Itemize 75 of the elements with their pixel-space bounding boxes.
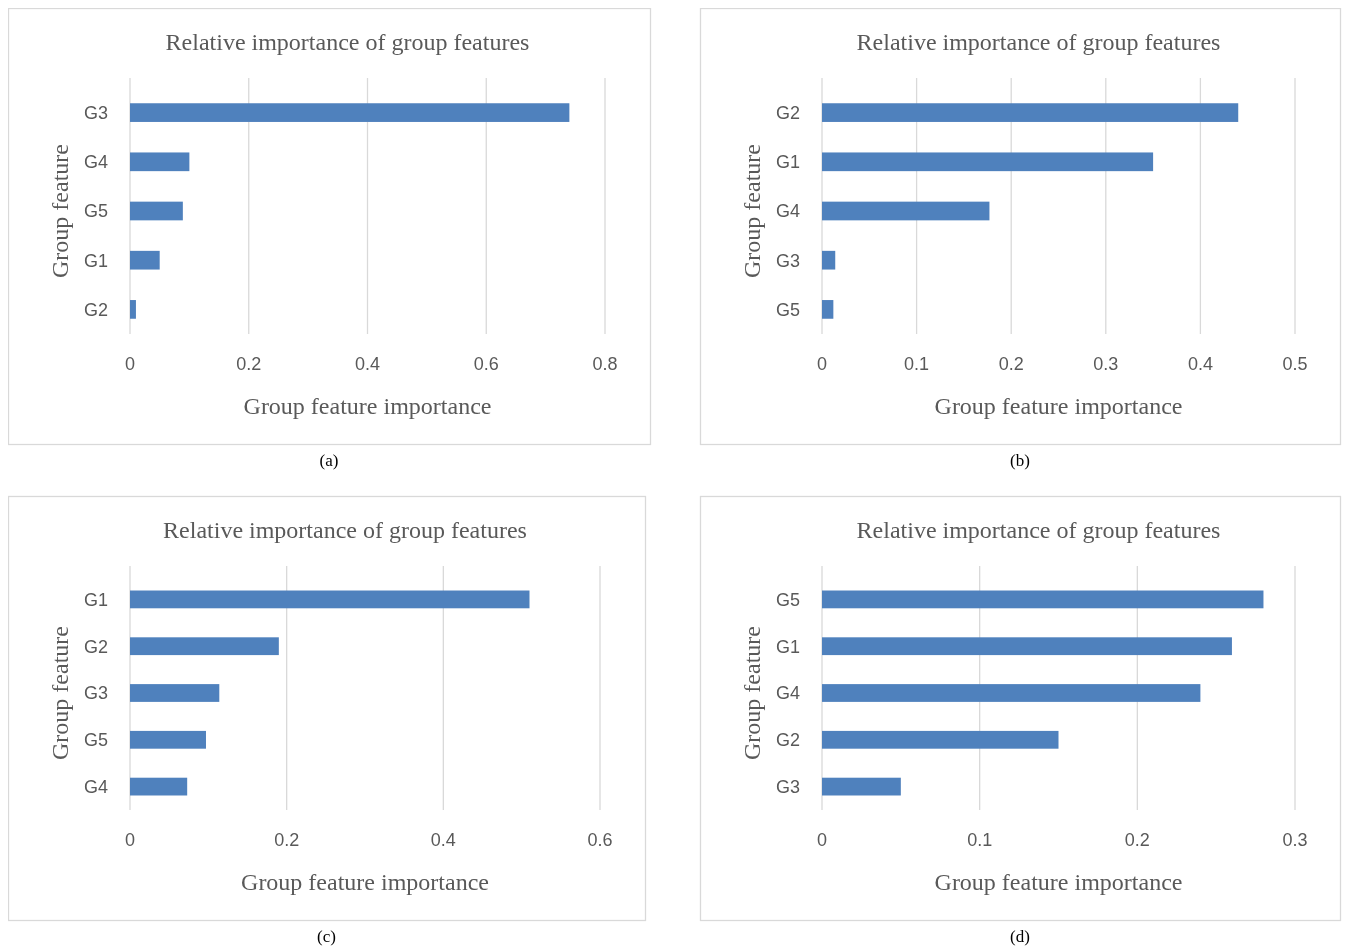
bar	[130, 777, 188, 796]
chart-title: Relative importance of group features	[165, 29, 530, 55]
x-tick-label: 0.3	[1282, 830, 1308, 850]
y-tick-label: G1	[83, 589, 108, 610]
chart-title: Relative importance of group features	[856, 517, 1221, 543]
x-tick-label: 0.1	[967, 830, 993, 850]
y-tick-label: G5	[775, 589, 800, 610]
y-tick-label: G4	[83, 776, 108, 797]
y-tick-label: G5	[83, 201, 108, 222]
x-tick-label: 0.6	[587, 830, 613, 850]
bar	[130, 250, 160, 270]
bar	[822, 250, 836, 270]
x-tick-label: 0.2	[1124, 830, 1150, 850]
y-tick-label: G2	[775, 730, 800, 751]
bar	[822, 637, 1232, 656]
x-tick-label: 0.4	[354, 354, 381, 374]
bar	[130, 201, 183, 221]
x-tick-label: 0.5	[1282, 354, 1308, 374]
bar	[130, 590, 530, 609]
bar	[130, 637, 279, 656]
y-tick-label: G2	[83, 299, 108, 320]
y-axis-title: Group feature	[47, 626, 73, 760]
chart-title: Relative importance of group features	[163, 517, 527, 543]
bar	[822, 730, 1059, 749]
y-tick-label: G4	[775, 683, 800, 704]
y-tick-label: G1	[775, 636, 800, 657]
x-tick-label: 0	[816, 354, 828, 374]
y-tick-label: G1	[775, 152, 800, 173]
x-tick-label: 0.4	[430, 830, 456, 850]
bar	[130, 684, 220, 702]
y-tick-label: G4	[83, 152, 108, 173]
bar	[130, 152, 190, 172]
x-axis-title: Group feature importance	[241, 869, 489, 895]
y-tick-label: G2	[83, 636, 108, 657]
x-tick-label: 0.3	[1093, 354, 1119, 374]
y-tick-label: G3	[83, 102, 108, 123]
text: (a)	[319, 451, 339, 470]
x-tick-label: 0.2	[236, 354, 262, 374]
bar	[822, 300, 834, 319]
text: (d)	[1010, 927, 1030, 946]
y-tick-label: G4	[775, 201, 800, 222]
x-axis-title: Group feature importance	[243, 393, 492, 419]
y-tick-label: G3	[775, 776, 800, 797]
bar	[130, 103, 570, 122]
bar	[822, 152, 1154, 172]
bar	[822, 103, 1239, 122]
y-axis-title: Group feature	[739, 144, 765, 278]
x-tick-label: 0.2	[274, 830, 300, 850]
y-axis-title: Group feature	[739, 626, 765, 760]
y-tick-label: G3	[83, 683, 108, 704]
text: (c)	[317, 927, 336, 946]
bar	[822, 777, 901, 796]
x-axis-title: Group feature importance	[934, 393, 1183, 419]
x-tick-label: 0.1	[904, 354, 930, 374]
y-tick-label: G5	[775, 299, 800, 320]
y-axis-title: Group feature	[47, 144, 73, 278]
x-tick-label: 0.2	[998, 354, 1024, 374]
y-tick-label: G1	[83, 250, 108, 271]
bar	[822, 590, 1264, 609]
x-tick-label: 0.8	[592, 354, 618, 374]
bar	[130, 300, 136, 319]
y-tick-label: G2	[775, 102, 800, 123]
y-tick-label: G5	[83, 730, 108, 751]
x-tick-label: 0.4	[1187, 354, 1213, 374]
bar	[822, 684, 1201, 702]
x-axis-title: Group feature importance	[934, 869, 1183, 895]
x-tick-label: 0	[124, 830, 136, 850]
y-tick-label: G3	[775, 250, 800, 271]
x-tick-label: 0	[124, 354, 136, 374]
x-tick-label: 0	[816, 830, 828, 850]
bar	[130, 730, 206, 749]
chart-title: Relative importance of group features	[856, 29, 1221, 55]
x-tick-label: 0.6	[473, 354, 499, 374]
bar	[822, 201, 990, 221]
text: (b)	[1010, 451, 1030, 470]
